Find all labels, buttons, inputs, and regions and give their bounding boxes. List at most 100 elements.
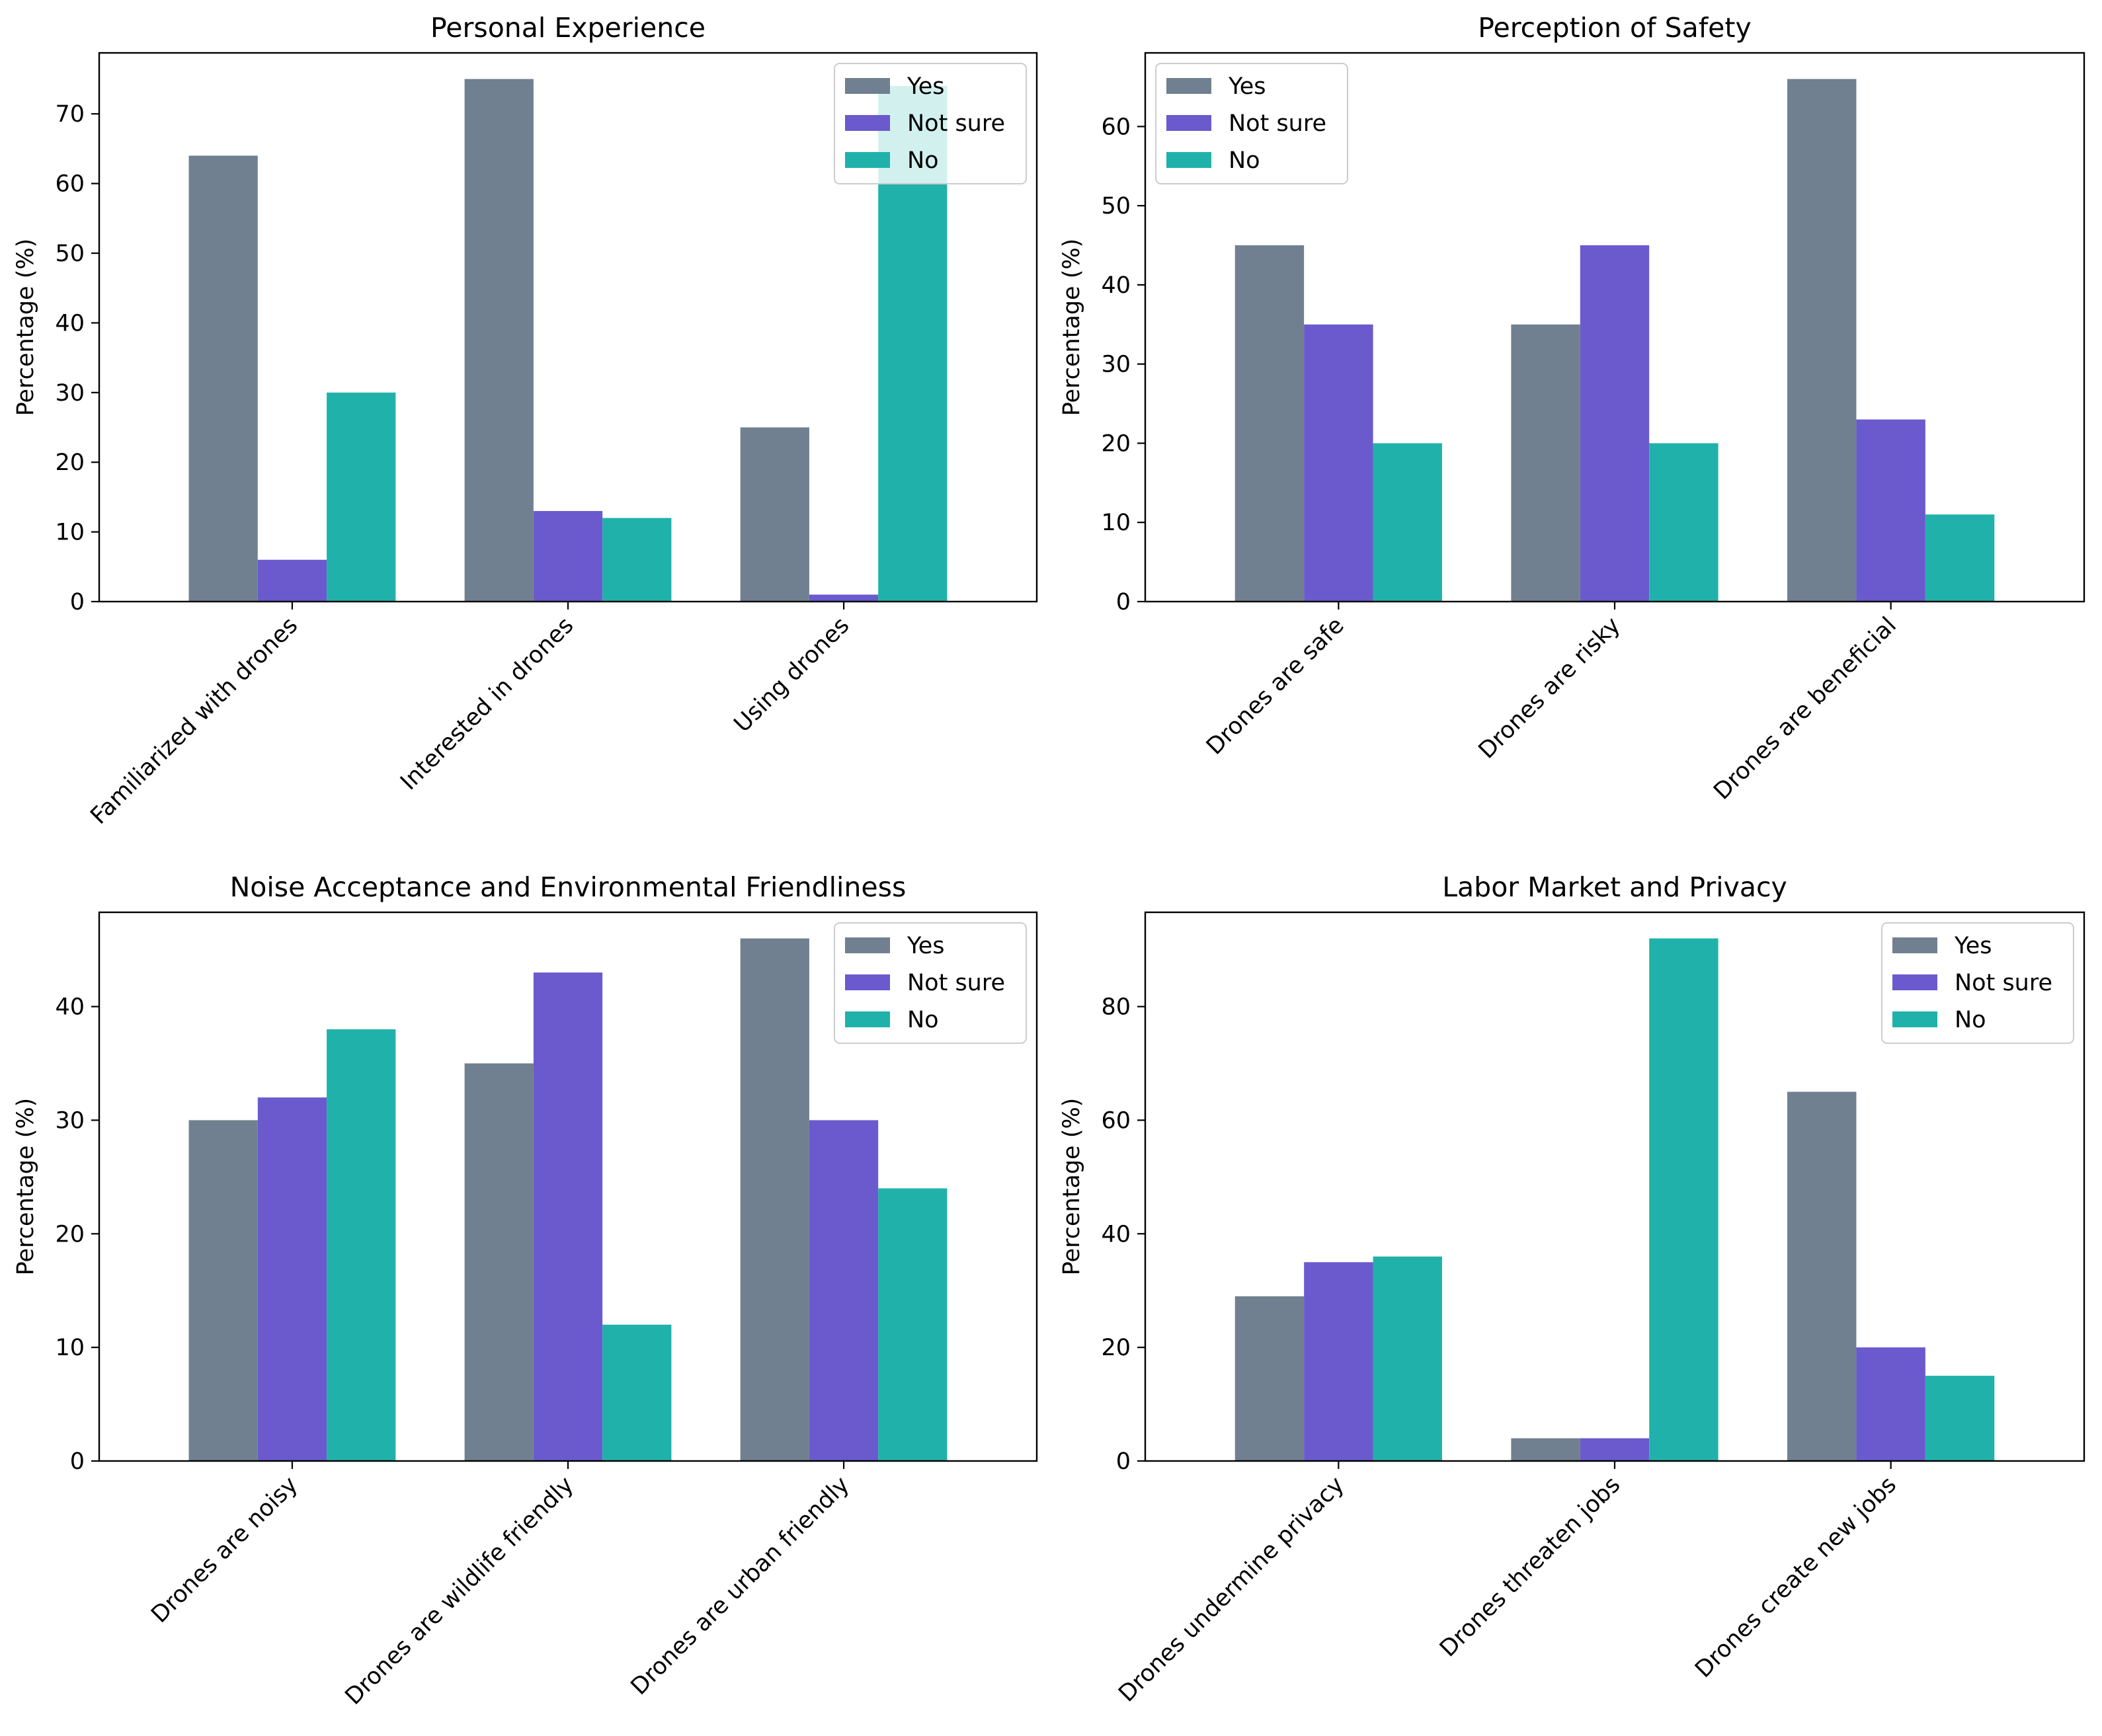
x-tick-label-drones-are-safe: Drones are safe (1201, 612, 1350, 760)
y-axis-label: Percentage (%) (1059, 239, 1085, 416)
bar-not-sure-drones-are-beneficial (1856, 419, 1925, 602)
y-axis-label: Percentage (%) (1059, 1098, 1085, 1276)
bar-yes-using-drones (740, 427, 809, 602)
x-tick-label-drones-create-new-jobs: Drones create new jobs (1690, 1472, 1902, 1683)
legend: Yes Not sure No (1881, 922, 2074, 1044)
chart-title: Labor Market and Privacy (1442, 871, 1787, 903)
bar-not-sure-drones-are-urban-friendly (809, 1120, 879, 1461)
x-tick-label-drones-are-wildlife-friendly: Drones are wildlife friendly (341, 1472, 579, 1710)
y-tick-label: 50 (55, 241, 85, 267)
x-tick-label-drones-are-noisy: Drones are noisy (146, 1472, 303, 1628)
legend-swatch-no (1892, 1011, 1937, 1027)
bar-no-drones-are-beneficial (1925, 514, 1995, 602)
legend-label-not-sure: Not sure (907, 110, 1005, 137)
legend-label-not-sure: Not sure (1229, 110, 1326, 137)
y-axis-label: Percentage (%) (13, 239, 39, 416)
legend-label-no: No (1955, 1007, 1986, 1033)
y-tick-label: 30 (55, 380, 85, 407)
legend-label-no: No (907, 147, 939, 174)
legend-swatch-no (1166, 152, 1211, 168)
y-tick-label: 70 (55, 101, 85, 128)
y-tick-label: 0 (70, 589, 85, 615)
legend: Yes Not sure No (1155, 63, 1348, 184)
legend-label-yes: Yes (907, 73, 945, 100)
x-tick-label-drones-undermine-privacy: Drones undermine privacy (1113, 1472, 1349, 1707)
legend: Yes Not sure No (834, 63, 1027, 184)
y-tick-label: 10 (55, 1335, 85, 1361)
y-tick-label: 30 (55, 1107, 85, 1134)
y-tick-label: 40 (1101, 272, 1131, 299)
x-tick-label-drones-are-risky: Drones are risky (1474, 612, 1626, 764)
bar-not-sure-using-drones (809, 594, 879, 602)
bar-yes-drones-are-wildlife-friendly (464, 1063, 534, 1461)
y-tick-label: 0 (1116, 589, 1131, 615)
bar-yes-drones-threaten-jobs (1511, 1438, 1580, 1461)
bar-no-drones-are-wildlife-friendly (602, 1324, 672, 1461)
legend-swatch-not-sure (1166, 115, 1211, 131)
legend-label-no: No (907, 1007, 939, 1033)
legend-label-not-sure: Not sure (907, 970, 1005, 996)
legend-swatch-not-sure (1892, 974, 1937, 990)
bar-not-sure-drones-are-wildlife-friendly (533, 972, 603, 1461)
x-tick-label-using-drones: Using drones (729, 612, 855, 738)
legend-swatch-no (845, 1011, 890, 1027)
chart-panel-labor-market-and-privacy: 0 20 40 60 80 Percentage (%) Drones undermine … (1059, 871, 2085, 1708)
legend-swatch-not-sure (845, 115, 890, 131)
legend-label-yes: Yes (1228, 73, 1266, 100)
bar-yes-drones-are-safe (1234, 245, 1305, 602)
bar-no-drones-are-safe (1373, 443, 1442, 602)
bar-not-sure-drones-threaten-jobs (1580, 1438, 1650, 1461)
x-tick-label-drones-threaten-jobs: Drones threaten jobs (1435, 1472, 1625, 1662)
bar-not-sure-drones-are-safe (1304, 324, 1373, 602)
y-tick-label: 20 (1101, 430, 1131, 457)
y-tick-label: 20 (55, 1221, 85, 1247)
y-tick-label: 20 (1101, 1335, 1131, 1361)
legend-swatch-not-sure (845, 974, 890, 990)
legend-label-no: No (1229, 147, 1260, 174)
bar-yes-drones-are-risky (1511, 324, 1580, 602)
bar-yes-interested-in-drones (464, 79, 534, 602)
y-tick-label: 80 (1101, 994, 1131, 1021)
legend-label-yes: Yes (907, 933, 945, 959)
bar-yes-drones-undermine-privacy (1234, 1296, 1305, 1461)
chart-panel-personal-experience: 0 10 20 30 40 50 60 70 Percentage (%) Familiarize… (13, 12, 1038, 830)
y-tick-label: 30 (1101, 352, 1131, 378)
bar-no-drones-are-urban-friendly (878, 1188, 948, 1461)
y-axis-label: Percentage (%) (13, 1098, 39, 1276)
bar-no-drones-create-new-jobs (1925, 1376, 1995, 1461)
y-tick-label: 0 (1116, 1448, 1131, 1475)
bar-not-sure-familiarized-with-drones (257, 559, 327, 602)
y-tick-label: 60 (55, 171, 85, 198)
x-tick-label-drones-are-beneficial: Drones are beneficial (1709, 612, 1902, 805)
y-tick-label: 50 (1101, 193, 1131, 219)
bar-no-drones-are-noisy (327, 1029, 396, 1461)
bar-yes-drones-are-beneficial (1787, 79, 1857, 602)
bar-yes-drones-create-new-jobs (1787, 1091, 1857, 1461)
x-tick-label-familiarized-with-drones: Familiarized with drones (85, 612, 303, 830)
bar-no-drones-are-risky (1649, 443, 1718, 602)
x-tick-label-drones-are-urban-friendly: Drones are urban friendly (626, 1472, 855, 1700)
y-tick-label: 60 (1101, 1107, 1131, 1134)
x-tick-label-interested-in-drones: Interested in drones (395, 612, 579, 795)
bar-no-interested-in-drones (602, 518, 672, 602)
legend-swatch-yes (1166, 78, 1211, 94)
bar-no-familiarized-with-drones (327, 392, 396, 602)
legend-label-yes: Yes (1954, 933, 1992, 959)
y-tick-label: 20 (55, 450, 85, 476)
legend-swatch-no (845, 152, 890, 168)
bar-yes-familiarized-with-drones (188, 155, 258, 602)
y-tick-label: 10 (55, 520, 85, 546)
chart-title: Noise Acceptance and Environmental Frien… (230, 871, 907, 903)
y-tick-label: 60 (1101, 114, 1131, 140)
y-tick-label: 10 (1101, 510, 1131, 536)
bar-not-sure-drones-create-new-jobs (1856, 1347, 1925, 1461)
y-tick-label: 40 (55, 310, 85, 336)
bar-not-sure-interested-in-drones (533, 510, 603, 602)
legend-swatch-yes (845, 937, 890, 953)
legend: Yes Not sure No (834, 922, 1027, 1044)
bar-yes-drones-are-urban-friendly (740, 938, 809, 1461)
legend-label-not-sure: Not sure (1955, 970, 2052, 996)
y-tick-label: 40 (1101, 1221, 1131, 1247)
